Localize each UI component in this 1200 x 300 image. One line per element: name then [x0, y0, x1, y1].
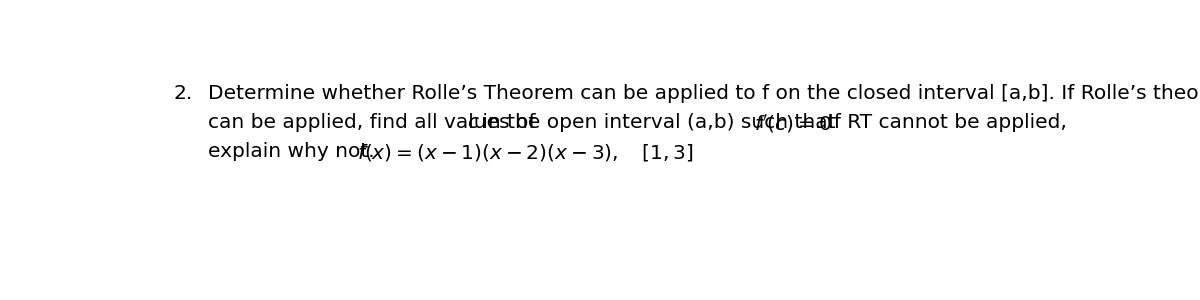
Text: 2.: 2.	[173, 84, 192, 103]
Text: c: c	[467, 113, 478, 132]
Text: $f'(c) = 0$: $f'(c) = 0$	[754, 113, 832, 135]
Text: can be applied, find all values of: can be applied, find all values of	[208, 113, 542, 132]
Text: explain why not.: explain why not.	[208, 142, 401, 161]
Text: . If RT cannot be applied,: . If RT cannot be applied,	[815, 113, 1067, 132]
Text: $f(x) = (x-1)(x-2)(x-3), \quad [1,3]$: $f(x) = (x-1)(x-2)(x-3), \quad [1,3]$	[358, 142, 694, 163]
Text: Determine whether Rolle’s Theorem can be applied to f on the closed interval [a,: Determine whether Rolle’s Theorem can be…	[208, 84, 1200, 103]
Text: in the open interval (a,b) such that: in the open interval (a,b) such that	[475, 113, 835, 132]
